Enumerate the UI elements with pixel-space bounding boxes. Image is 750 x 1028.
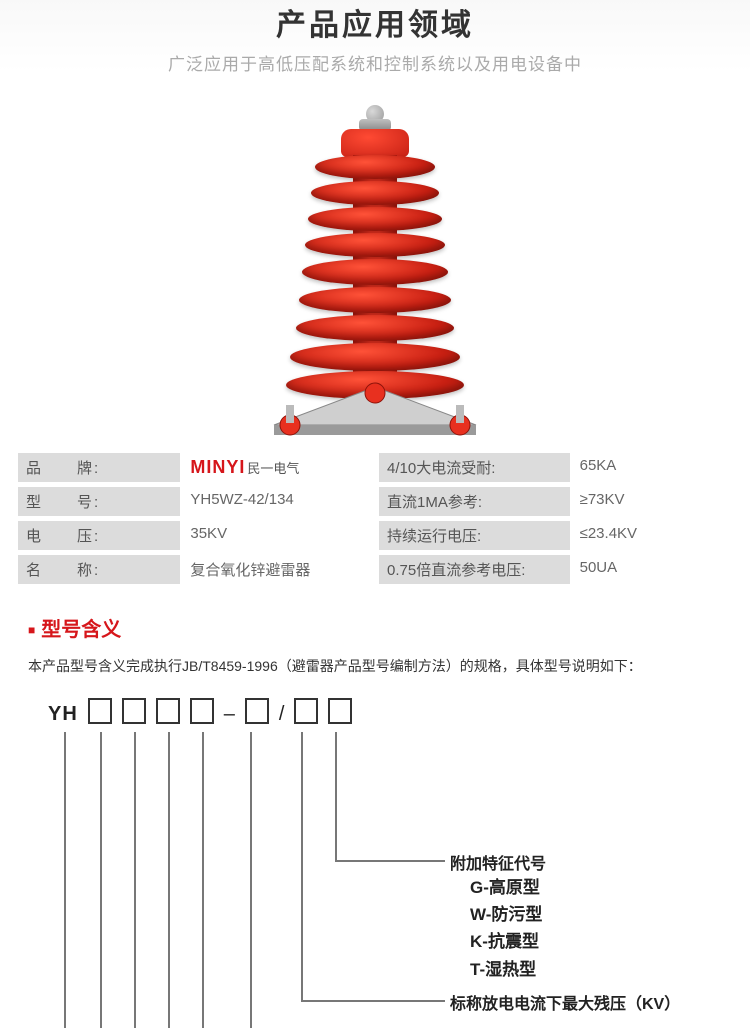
spec-label: 名 称: <box>18 555 180 584</box>
spec-value: 50UA <box>570 555 732 584</box>
spec-value: 35KV <box>180 521 371 550</box>
spec-row: 品 牌:MINYI民一电气 <box>18 453 371 482</box>
diagram-hline <box>335 860 445 862</box>
spec-row: 持续运行电压:≤23.4KV <box>379 521 732 550</box>
placeholder-box <box>245 698 269 724</box>
spec-value: ≤23.4KV <box>570 521 732 550</box>
spec-value: YH5WZ-42/134 <box>180 487 371 516</box>
spec-label: 电 压: <box>18 521 180 550</box>
page-header: 产品应用领域 广泛应用于高低压配系统和控制系统以及用电设备中 <box>0 0 750 75</box>
model-code-diagram: YH – / 附加特征代号 G-高原型W-防污型K-抗震型T-湿热型 标称放电电… <box>28 698 722 1028</box>
spec-label: 持续运行电压: <box>379 521 570 550</box>
spec-row: 电 压:35KV <box>18 521 371 550</box>
page-subtitle: 广泛应用于高低压配系统和控制系统以及用电设备中 <box>0 50 750 75</box>
arrester-shed <box>305 233 445 257</box>
arrester-graphic <box>250 105 500 445</box>
brand-cn-text: 民一电气 <box>247 461 299 476</box>
annot-feature-item: W-防污型 <box>470 901 542 928</box>
spec-col-right: 4/10大电流受耐:65KA直流1MA参考:≥73KV持续运行电压:≤23.4K… <box>379 453 732 589</box>
diagram-vline <box>301 732 303 1002</box>
diagram-vline <box>64 732 66 1028</box>
arrester-shed <box>299 287 451 313</box>
arrester-shed <box>315 155 435 179</box>
brand-logo-text: MINYI <box>190 457 245 477</box>
diagram-vline <box>250 732 252 1028</box>
annot-feature-item: G-高原型 <box>470 874 542 901</box>
annot-feature-item: T-湿热型 <box>470 956 542 983</box>
spec-value: 复合氧化锌避雷器 <box>180 555 371 584</box>
spec-value: 65KA <box>570 453 732 482</box>
diagram-hline <box>301 1000 445 1002</box>
code-prefix: YH <box>48 703 78 726</box>
spec-label: 品 牌: <box>18 453 180 482</box>
placeholder-box <box>122 698 146 724</box>
spec-label: 直流1MA参考: <box>379 487 570 516</box>
placeholder-box <box>328 698 352 724</box>
arrester-shed <box>308 207 442 231</box>
arrester-shed <box>302 259 448 285</box>
placeholder-box <box>156 698 180 724</box>
spec-table: 品 牌:MINYI民一电气型 号:YH5WZ-42/134电 压:35KV名 称… <box>0 445 750 589</box>
spec-value: ≥73KV <box>570 487 732 516</box>
meaning-title: 型号含义 <box>28 613 722 642</box>
diagram-vline <box>168 732 170 1028</box>
spec-label: 0.75倍直流参考电压: <box>379 555 570 584</box>
code-line: YH – / <box>28 698 722 730</box>
diagram-vline <box>335 732 337 862</box>
spec-value: MINYI民一电气 <box>180 453 371 482</box>
base-plate-icon <box>250 375 500 445</box>
arrester-shed <box>311 181 439 205</box>
placeholder-box <box>190 698 214 724</box>
spec-col-left: 品 牌:MINYI民一电气型 号:YH5WZ-42/134电 压:35KV名 称… <box>18 453 371 589</box>
annot-residual-title: 标称放电电流下最大残压（KV） <box>450 990 680 1014</box>
product-illustration <box>0 105 750 445</box>
spec-row: 0.75倍直流参考电压:50UA <box>379 555 732 584</box>
spec-row: 型 号:YH5WZ-42/134 <box>18 487 371 516</box>
arrester-shed <box>290 343 460 371</box>
placeholder-box <box>88 698 112 724</box>
spec-row: 直流1MA参考:≥73KV <box>379 487 732 516</box>
spec-row: 4/10大电流受耐:65KA <box>379 453 732 482</box>
placeholder-box <box>294 698 318 724</box>
spec-row: 名 称:复合氧化锌避雷器 <box>18 555 371 584</box>
meaning-desc: 本产品型号含义完成执行JB/T8459-1996（避雷器产品型号编制方法）的规格… <box>28 656 722 676</box>
page-title: 产品应用领域 <box>0 0 750 44</box>
spec-label: 型 号: <box>18 487 180 516</box>
arrester-top <box>341 129 409 157</box>
arrester-shed <box>296 315 454 341</box>
diagram-vline <box>100 732 102 1028</box>
annot-feature-title: 附加特征代号 <box>450 850 546 874</box>
model-meaning-section: 型号含义 本产品型号含义完成执行JB/T8459-1996（避雷器产品型号编制方… <box>0 589 750 1028</box>
diagram-vline <box>202 732 204 1028</box>
spec-label: 4/10大电流受耐: <box>379 453 570 482</box>
slash-separator: / <box>279 703 285 726</box>
diagram-vline <box>134 732 136 1028</box>
annot-feature-item: K-抗震型 <box>470 928 542 955</box>
annot-feature-list: G-高原型W-防污型K-抗震型T-湿热型 <box>470 874 542 983</box>
dash-separator: – <box>224 703 235 726</box>
